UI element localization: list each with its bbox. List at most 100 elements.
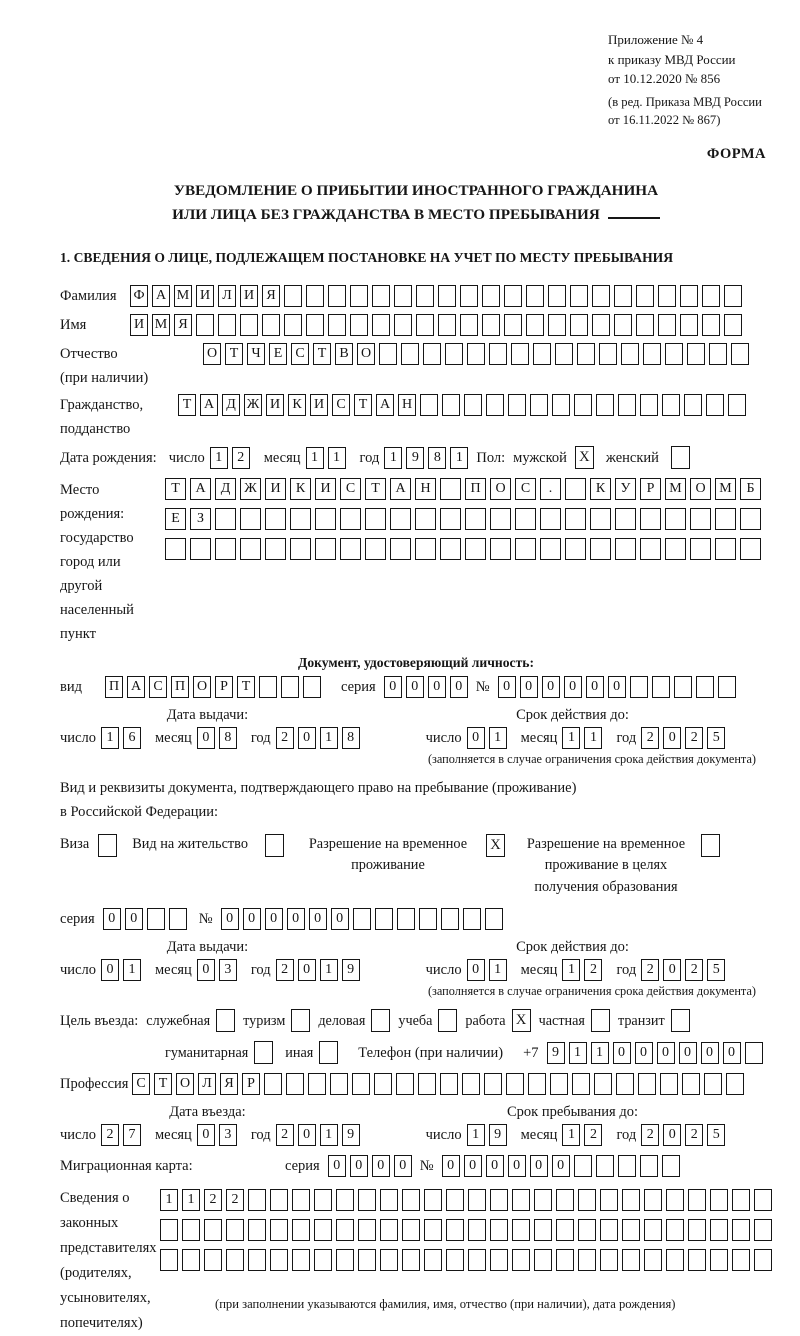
char-cell[interactable] (556, 1189, 574, 1212)
char-cell[interactable] (226, 1249, 244, 1272)
char-cell[interactable] (402, 1219, 420, 1242)
char-cell[interactable]: Е (165, 508, 186, 531)
char-cell[interactable]: К (590, 478, 611, 501)
char-cell[interactable]: 3 (218, 959, 237, 982)
purpose-transit-checkbox[interactable] (670, 1009, 690, 1033)
char-cell[interactable] (640, 394, 658, 417)
char-cell[interactable]: 0 (585, 676, 604, 699)
char-cell[interactable] (490, 538, 511, 561)
char-cell[interactable] (644, 1189, 662, 1212)
char-cell[interactable] (595, 1155, 614, 1178)
char-cell[interactable]: 0 (612, 1041, 631, 1064)
char-cell[interactable] (578, 1219, 596, 1242)
char-cell[interactable]: 9 (406, 446, 425, 469)
char-cell[interactable] (416, 285, 434, 308)
char-cell[interactable]: Т (154, 1073, 172, 1096)
char-cell[interactable] (534, 1189, 552, 1212)
char-cell[interactable]: Ф (130, 285, 148, 308)
char-cell[interactable]: 0 (678, 1041, 697, 1064)
char-cell[interactable]: П (171, 676, 189, 699)
char-cell[interactable] (726, 1073, 744, 1096)
char-cell[interactable] (440, 538, 461, 561)
char-cell[interactable]: О (490, 478, 511, 501)
char-cell[interactable]: 1 (305, 446, 324, 469)
char-cell[interactable]: 0 (663, 959, 682, 982)
char-cell[interactable]: 0 (563, 676, 582, 699)
char-cell[interactable] (262, 314, 280, 337)
char-cell[interactable]: 2 (685, 727, 704, 750)
char-cell[interactable] (565, 508, 586, 531)
char-cell[interactable] (358, 1219, 376, 1242)
char-cell[interactable] (728, 394, 746, 417)
char-cell[interactable]: О (690, 478, 711, 501)
char-cell[interactable]: Т (313, 343, 331, 366)
char-cell[interactable] (482, 314, 500, 337)
char-cell[interactable] (328, 285, 346, 308)
char-cell[interactable] (423, 343, 441, 366)
char-cell[interactable] (160, 1249, 178, 1272)
char-cell[interactable] (724, 314, 742, 337)
char-cell[interactable] (308, 1073, 326, 1096)
char-cell[interactable]: З (190, 508, 211, 531)
char-cell[interactable] (440, 908, 459, 931)
char-cell[interactable] (577, 343, 595, 366)
char-cell[interactable]: 0 (383, 676, 402, 699)
char-cell[interactable]: Д (222, 394, 240, 417)
char-cell[interactable] (666, 1189, 684, 1212)
char-cell[interactable] (445, 343, 463, 366)
char-cell[interactable] (315, 538, 336, 561)
char-cell[interactable] (616, 1073, 634, 1096)
char-cell[interactable]: 0 (663, 1124, 682, 1147)
char-cell[interactable] (396, 908, 415, 931)
char-cell[interactable]: 8 (218, 727, 237, 750)
char-cell[interactable]: 0 (634, 1041, 653, 1064)
char-cell[interactable]: 0 (656, 1041, 675, 1064)
char-cell[interactable] (424, 1189, 442, 1212)
char-cell[interactable]: О (357, 343, 375, 366)
char-cell[interactable]: 0 (297, 727, 316, 750)
char-cell[interactable]: 1 (319, 959, 338, 982)
char-cell[interactable]: 0 (264, 908, 283, 931)
char-cell[interactable]: 9 (341, 959, 360, 982)
char-cell[interactable] (704, 1073, 722, 1096)
char-cell[interactable] (336, 1249, 354, 1272)
char-cell[interactable]: 0 (242, 908, 261, 931)
char-cell[interactable]: 0 (551, 1155, 570, 1178)
char-cell[interactable]: 0 (722, 1041, 741, 1064)
char-cell[interactable] (534, 1249, 552, 1272)
char-cell[interactable]: 0 (327, 1155, 346, 1178)
char-cell[interactable] (688, 1189, 706, 1212)
char-cell[interactable]: О (176, 1073, 194, 1096)
char-cell[interactable]: 9 (546, 1041, 565, 1064)
char-cell[interactable] (490, 1219, 508, 1242)
char-cell[interactable]: 1 (584, 727, 603, 750)
sex-male-checkbox[interactable]: X (574, 446, 594, 470)
char-cell[interactable] (552, 394, 570, 417)
char-cell[interactable] (715, 538, 736, 561)
char-cell[interactable] (358, 1249, 376, 1272)
char-cell[interactable] (420, 394, 438, 417)
char-cell[interactable]: Р (215, 676, 233, 699)
char-cell[interactable] (489, 343, 507, 366)
char-cell[interactable]: 0 (663, 727, 682, 750)
char-cell[interactable] (265, 538, 286, 561)
char-cell[interactable] (515, 538, 536, 561)
char-cell[interactable] (248, 1189, 266, 1212)
char-cell[interactable] (528, 1073, 546, 1096)
char-cell[interactable]: 0 (286, 908, 305, 931)
purpose-humanitarian-checkbox[interactable] (254, 1041, 274, 1065)
char-cell[interactable] (614, 314, 632, 337)
char-cell[interactable] (754, 1219, 772, 1242)
char-cell[interactable]: 2 (231, 446, 250, 469)
purpose-other-checkbox[interactable] (319, 1041, 339, 1065)
char-cell[interactable] (336, 1189, 354, 1212)
char-cell[interactable]: И (130, 314, 148, 337)
char-cell[interactable]: 1 (100, 727, 119, 750)
temp-residence-checkbox[interactable]: X (485, 833, 505, 857)
char-cell[interactable] (467, 343, 485, 366)
char-cell[interactable] (530, 394, 548, 417)
char-cell[interactable]: Ж (244, 394, 262, 417)
char-cell[interactable] (372, 314, 390, 337)
char-cell[interactable] (695, 676, 714, 699)
char-cell[interactable] (512, 1219, 530, 1242)
